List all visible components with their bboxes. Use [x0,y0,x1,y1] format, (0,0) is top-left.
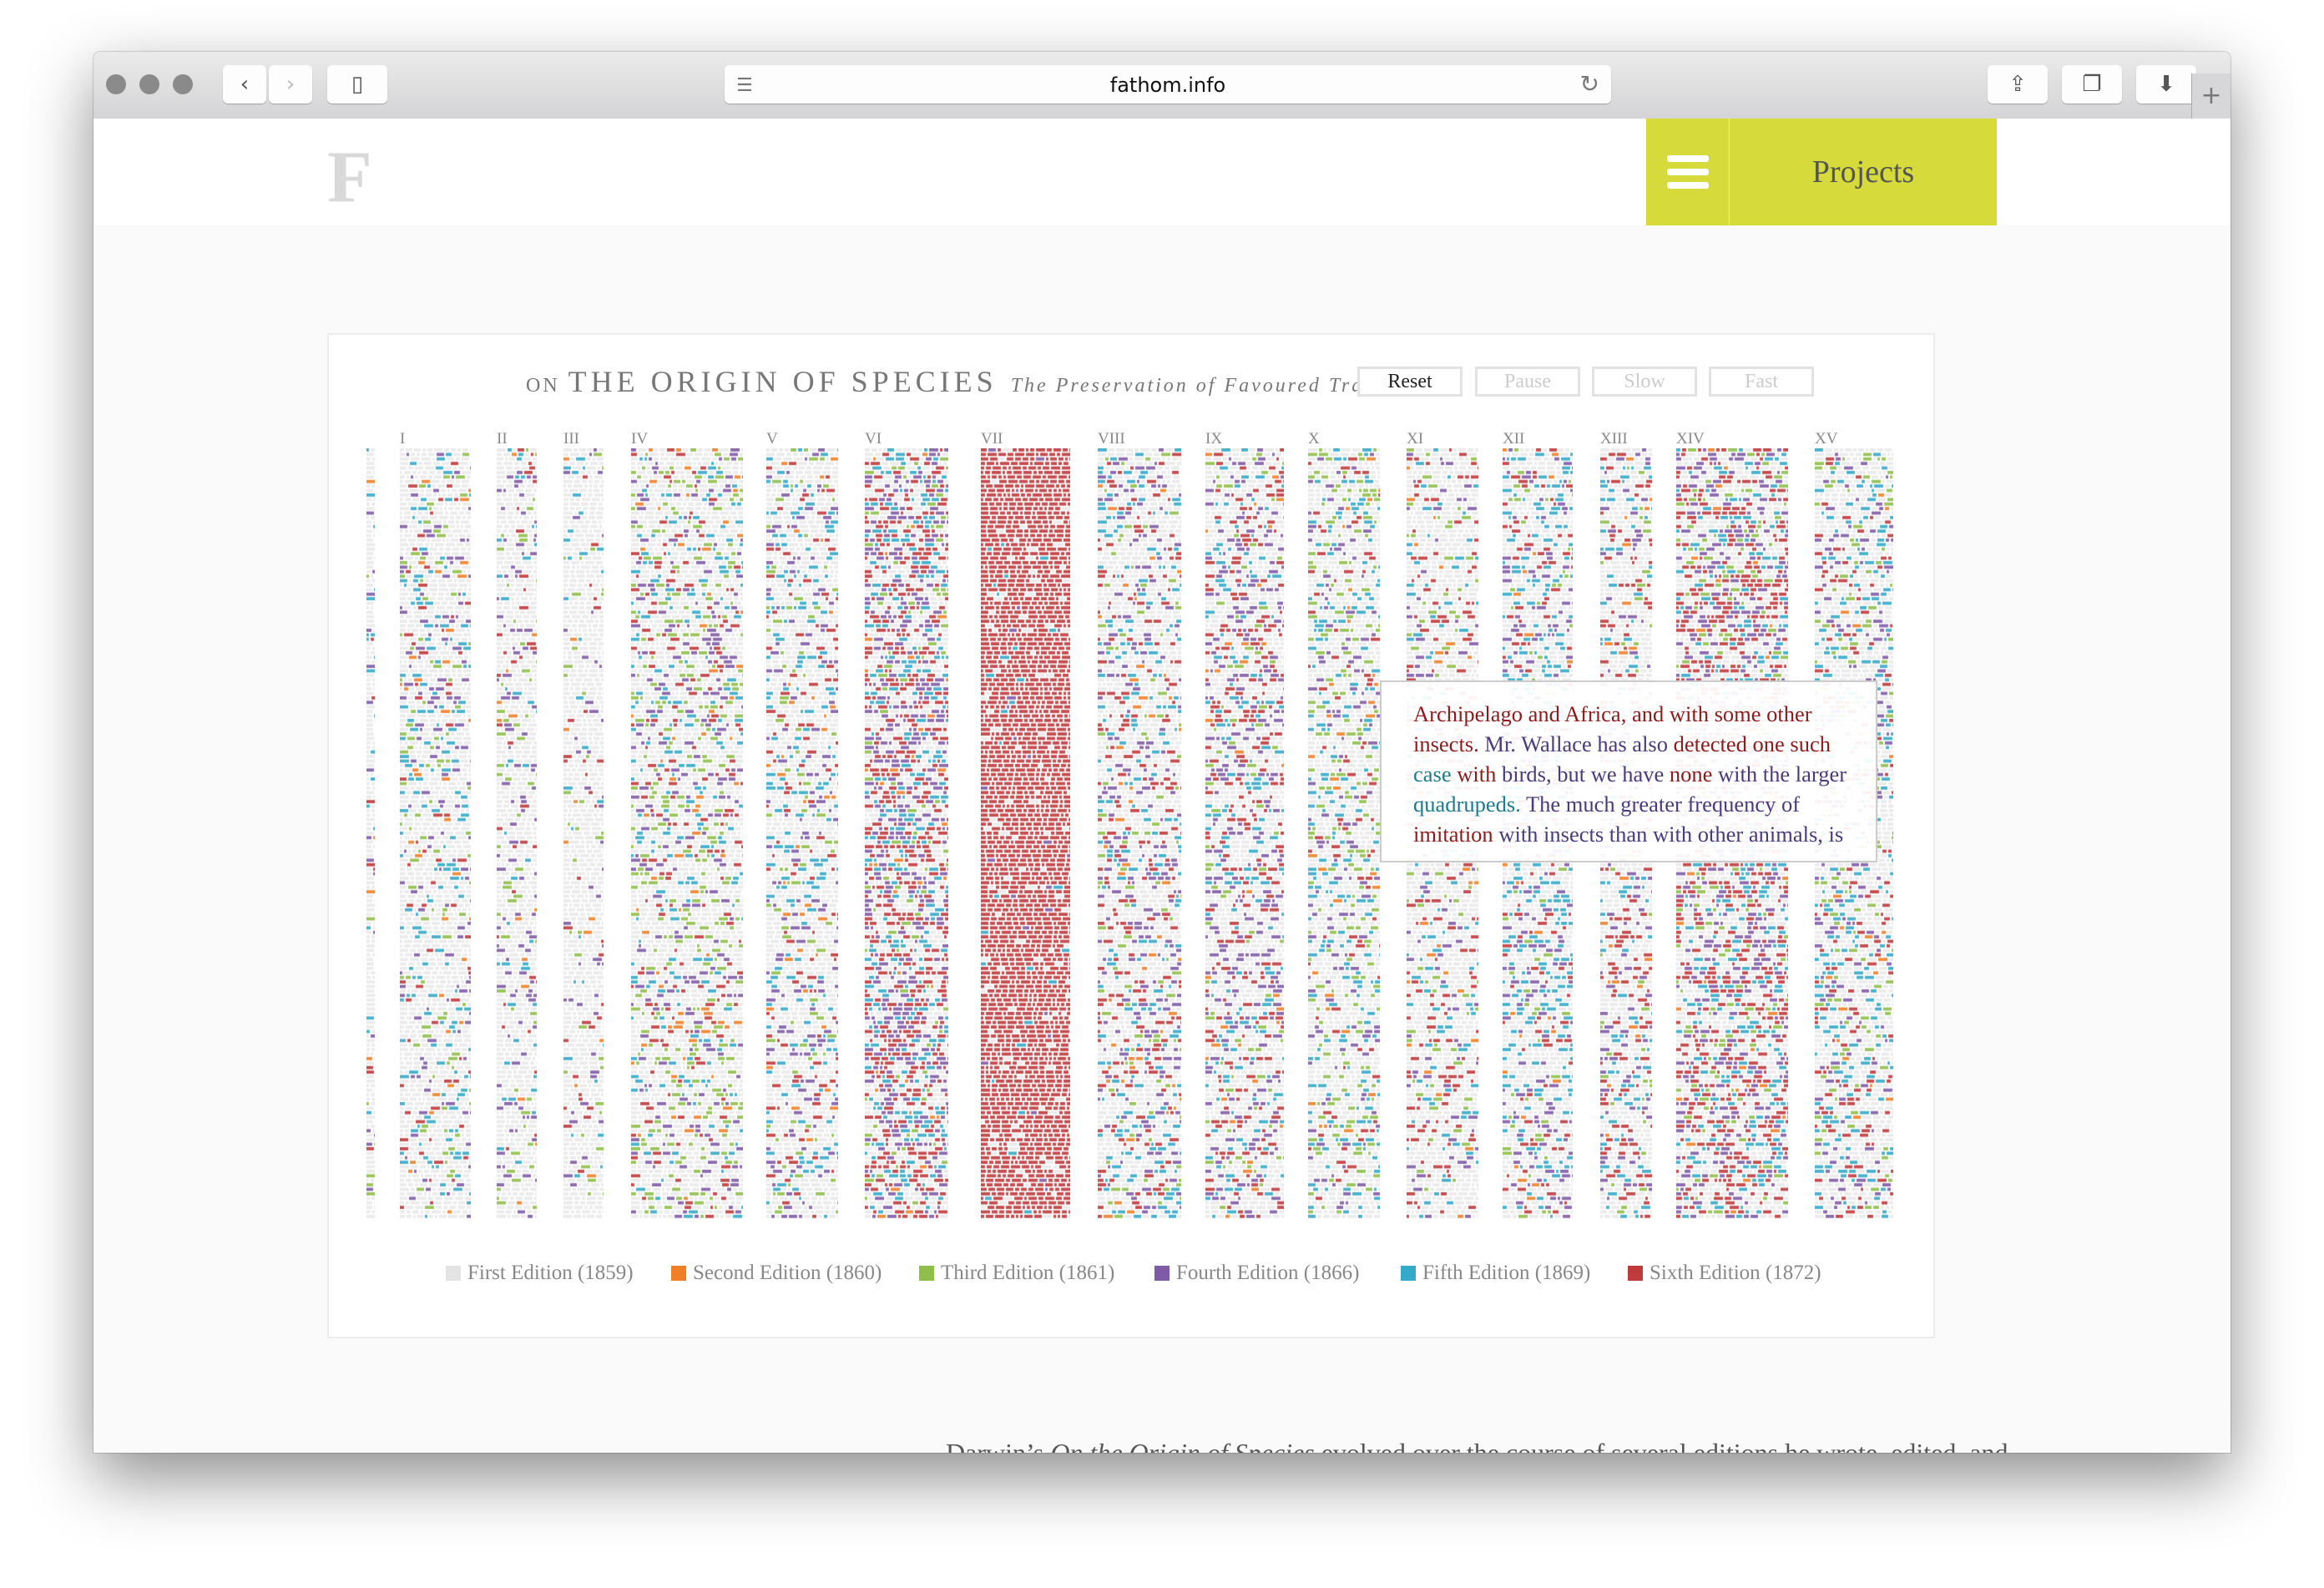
title-main: THE ORIGIN OF SPECIES [568,365,998,398]
new-tab-icon[interactable]: + [2191,73,2231,119]
legend-item: First Edition (1859) [446,1262,634,1285]
legend-label: Third Edition (1861) [941,1262,1115,1284]
legend-label: Second Edition (1860) [693,1262,882,1284]
hamburger-icon[interactable] [1646,119,1730,225]
chapter-label: V [766,430,778,448]
title-prefix: ON [526,375,560,397]
chapter-column[interactable] [1205,448,1284,1221]
chapter-label: XIII [1600,430,1628,448]
legend-label: First Edition (1859) [467,1262,634,1284]
title-subtitle: The Preservation of Favoured Traces [1010,375,1397,397]
reader-icon[interactable]: ☰ [736,75,753,96]
browser-window: ‹ › ▯ ☰ fathom.info ↻ ⇪ ❐ ⬇ + F Projects… [93,52,2231,1453]
legend-item: Fourth Edition (1866) [1154,1262,1359,1285]
tooltip-text: insects. [1413,731,1479,756]
chapter-label: II [497,430,508,448]
back-icon[interactable]: ‹ [223,65,266,104]
chapter-label: VIII [1098,430,1125,448]
legend: First Edition (1859) Second Edition (186… [329,1262,1933,1287]
browser-toolbar: ‹ › ▯ ☰ fathom.info ↻ ⇪ ❐ ⬇ + [93,52,2231,119]
chapter-label: X [1308,430,1320,448]
legend-item: Third Edition (1861) [919,1262,1114,1285]
close-light[interactable] [106,74,126,94]
share-icon[interactable]: ⇪ [1988,65,2048,104]
chapter-label: VII [981,430,1003,448]
chapter-label: XII [1503,430,1525,448]
tooltip-text: none [1669,761,1713,786]
legend-swatch [1628,1266,1643,1281]
chapter-column[interactable] [497,448,537,1221]
tooltip-text: with the larger [1712,761,1847,786]
tooltip-text: Archipelago and Africa, and with some ot… [1413,701,1812,726]
tooltip-text: with insects than with other animals, is [1493,822,1844,847]
tooltip-text: The much greater frequency of [1520,791,1801,817]
chapter-column[interactable] [1098,448,1181,1221]
minimize-light[interactable] [139,74,159,94]
reset-button[interactable]: Reset [1357,367,1463,397]
tooltip-text: imitation [1413,822,1493,847]
legend-item: Fifth Edition (1869) [1401,1262,1590,1285]
forward-icon[interactable]: › [269,65,312,104]
legend-label: Fifth Edition (1869) [1422,1262,1591,1284]
fast-button[interactable]: Fast [1709,367,1814,397]
chapter-label: XI [1407,430,1424,448]
tooltip-text: birds, but we have [1496,761,1670,786]
url-text: fathom.info [1109,73,1226,97]
address-bar[interactable]: ☰ fathom.info ↻ [725,65,1611,104]
chapter-label: III [563,430,579,448]
site-header: F Projects [93,119,2231,225]
article-text: Darwin’s [946,1438,1051,1453]
book-title: On the Origin of Species [1050,1438,1315,1453]
article-text: evolved over the course of several editi… [1321,1438,2008,1453]
pause-button[interactable]: Pause [1475,367,1580,397]
chapter-label: I [400,430,406,448]
tooltip-text: detected one such [1673,731,1831,756]
chapter-column[interactable] [865,448,948,1221]
legend-item: Sixth Edition (1872) [1628,1262,1821,1285]
tooltip-text: quadrupeds. [1413,791,1521,817]
tooltip-text: Mr. Wallace has also [1478,731,1674,756]
text-tooltip: Archipelago and Africa, and with some ot… [1380,680,1877,862]
article-paragraph: Darwin’s On the Origin of Species evolve… [946,1434,2031,1453]
projects-button[interactable]: Projects [1730,119,1997,225]
chapter-column[interactable] [766,448,838,1221]
legend-swatch [1154,1266,1170,1281]
viz-title: ON THE ORIGIN OF SPECIES The Preservation … [526,364,1397,399]
chapter-label: XIV [1676,430,1705,448]
legend-label: Sixth Edition (1872) [1650,1262,1821,1284]
chapter-label: VI [865,430,882,448]
chapter-column[interactable] [981,448,1070,1221]
chapter-label: IX [1205,430,1223,448]
reload-icon[interactable]: ↻ [1579,70,1599,98]
chapter-column[interactable] [400,448,471,1221]
legend-swatch [1401,1266,1416,1281]
legend-label: Fourth Edition (1866) [1176,1262,1360,1284]
chapter-column-intro[interactable] [366,448,375,1221]
sidebar-icon[interactable]: ▯ [327,65,387,104]
chapter-column[interactable] [563,448,604,1221]
tabs-icon[interactable]: ❐ [2062,65,2122,104]
legend-swatch [446,1266,461,1281]
chapter-label: IV [631,430,649,448]
visualization-panel: ON THE ORIGIN OF SPECIES The Preservation … [327,333,1935,1338]
page-content: ON THE ORIGIN OF SPECIES The Preservation … [93,225,2231,1453]
chapter-label: XV [1815,430,1838,448]
chapter-column[interactable] [1308,448,1380,1221]
download-icon[interactable]: ⬇ [2136,65,2196,104]
tooltip-text: case [1413,761,1452,786]
legend-swatch [671,1266,686,1281]
legend-item: Second Edition (1860) [671,1262,882,1285]
legend-swatch [919,1266,934,1281]
tooltip-text: with [1451,761,1497,786]
zoom-light[interactable] [173,74,193,94]
chapter-column[interactable] [631,448,743,1221]
fathom-logo[interactable]: F [327,137,372,218]
slow-button[interactable]: Slow [1592,367,1697,397]
